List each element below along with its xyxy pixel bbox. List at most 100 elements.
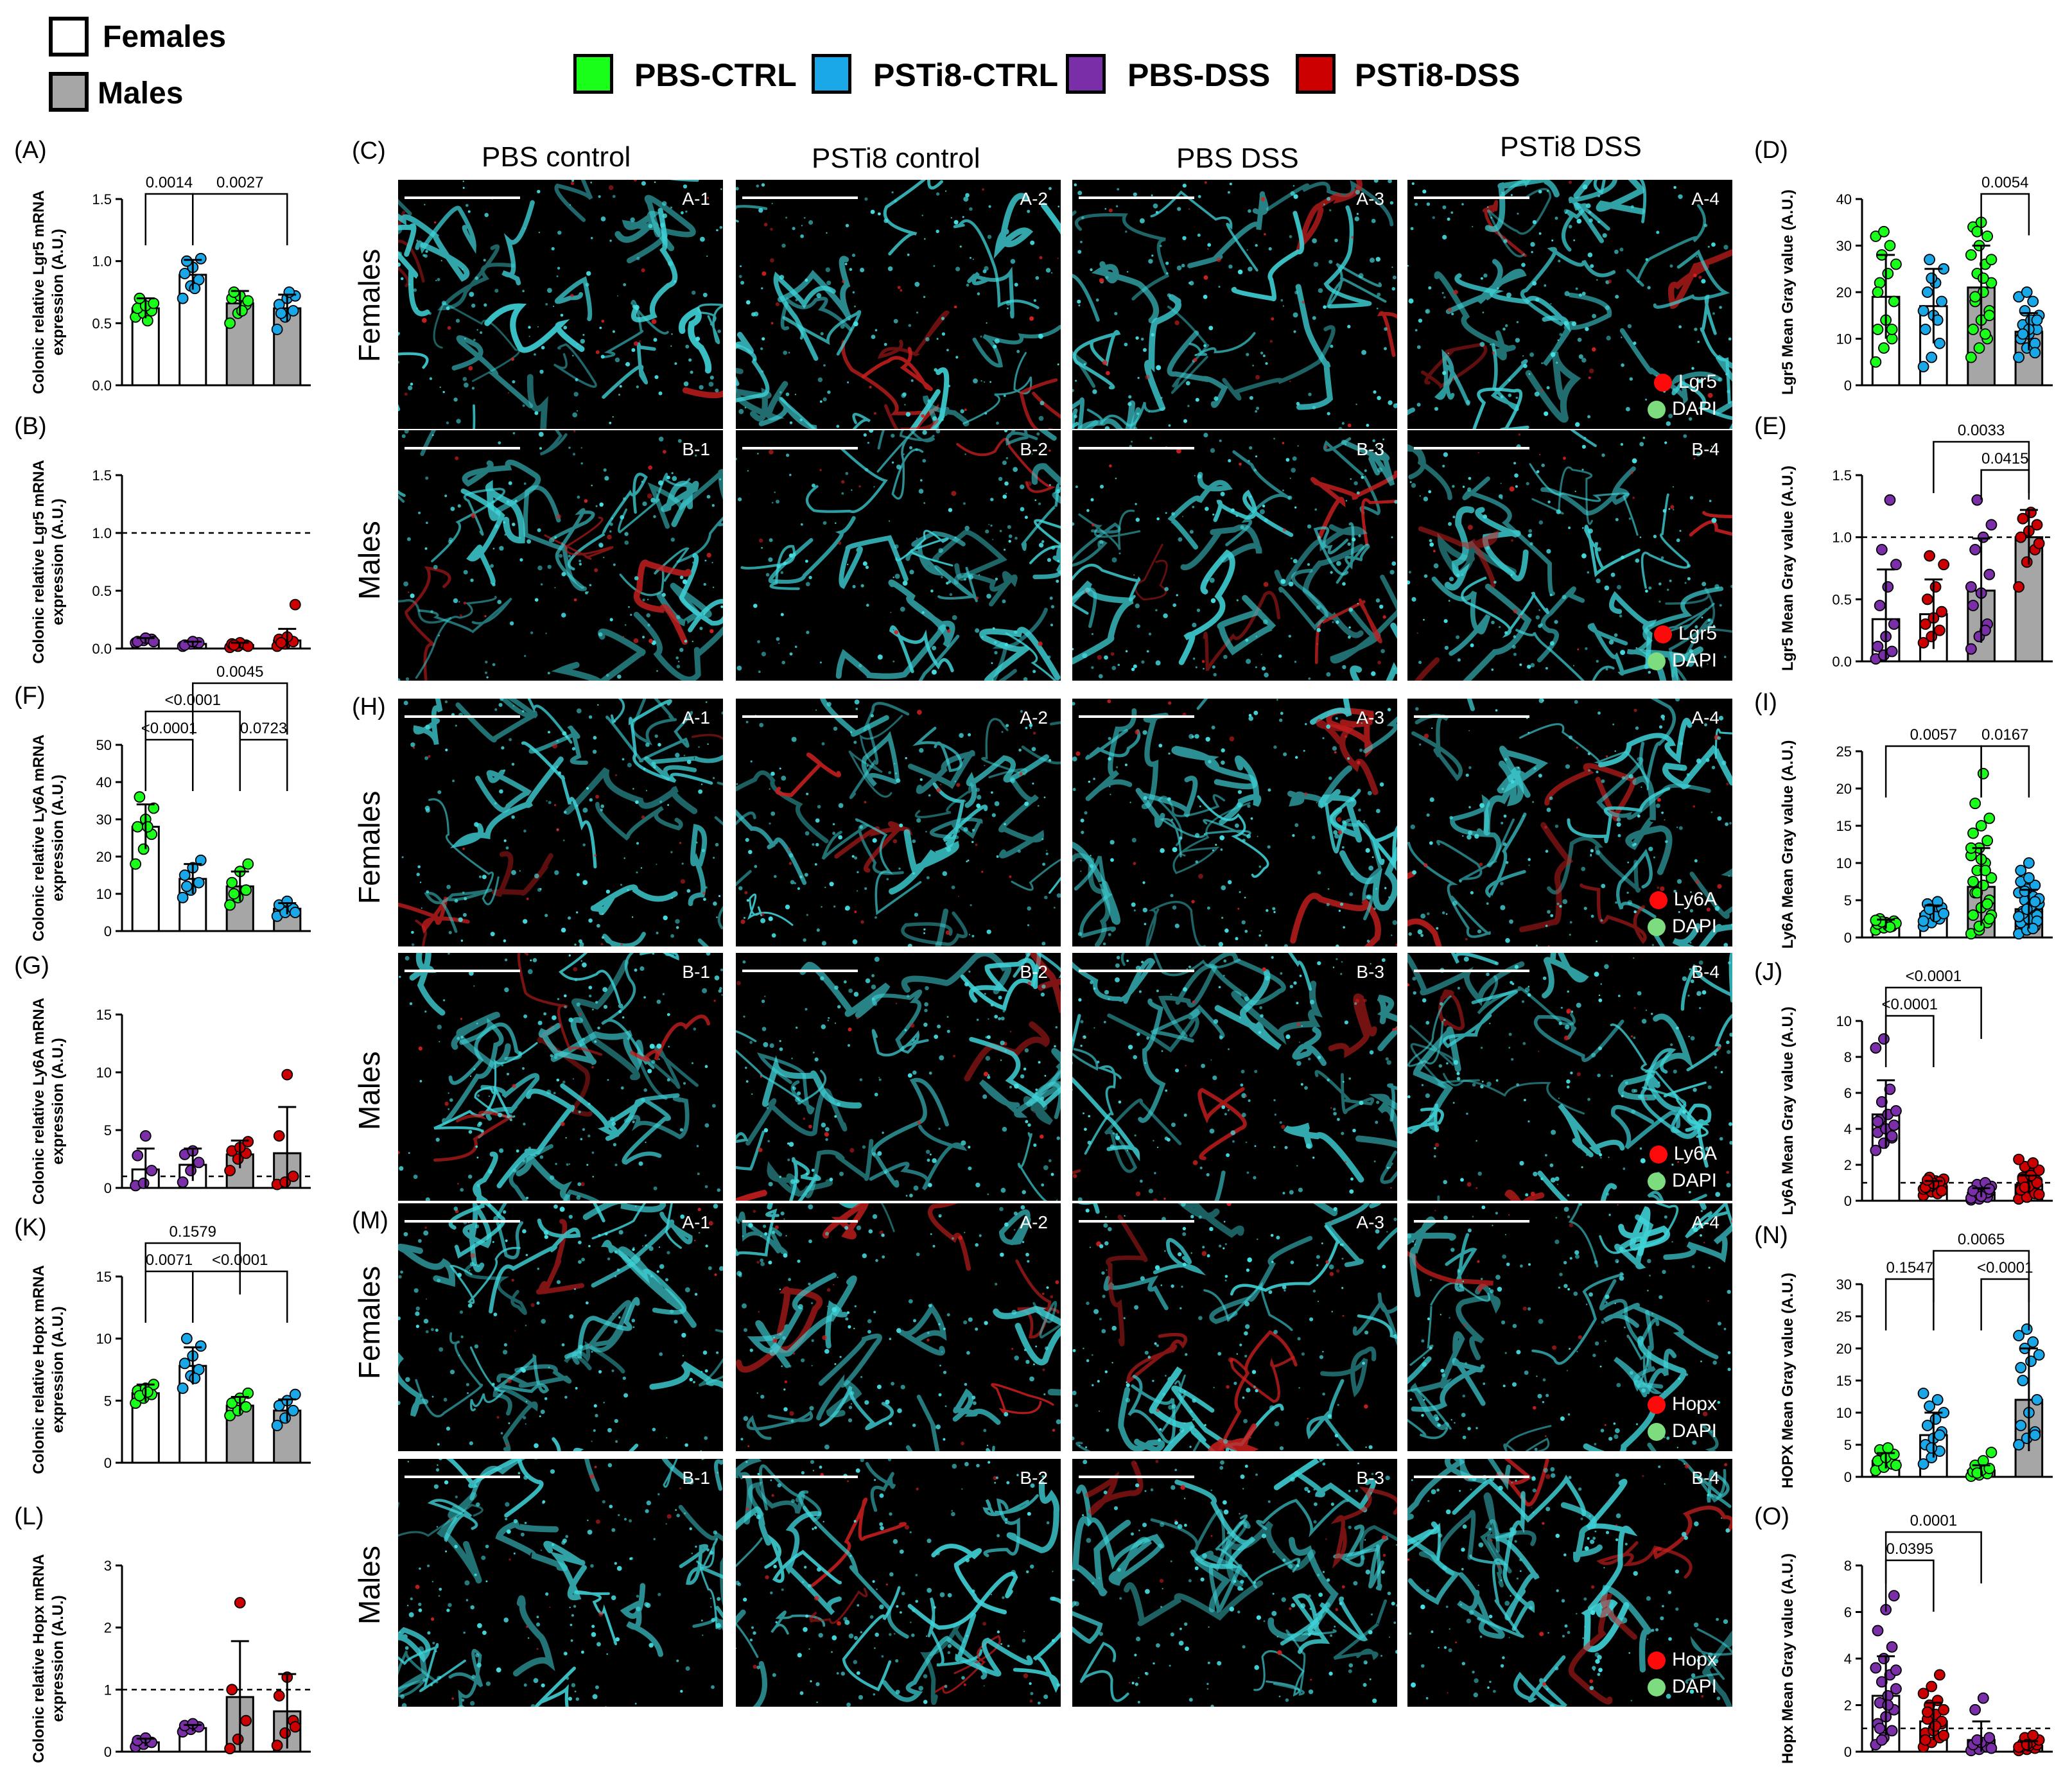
nucleus-dot (1314, 1502, 1318, 1506)
nucleus-dot (1005, 1522, 1007, 1524)
tissue-strand (602, 342, 656, 399)
nucleus-dot (1442, 370, 1447, 375)
legend-swatch-males (49, 72, 89, 112)
nucleus-dot (1554, 620, 1558, 624)
nucleus-dot (901, 1591, 905, 1596)
nucleus-dot (1664, 1483, 1666, 1485)
nucleus-dot (545, 632, 547, 634)
nucleus-dot (1190, 1215, 1194, 1219)
chart-tick-label: 0 (104, 1744, 112, 1760)
nucleus-dot (939, 1364, 941, 1366)
nucleus-dot (1341, 1131, 1345, 1135)
nucleus-dot (1207, 243, 1212, 247)
tissue-strand (1529, 463, 1639, 536)
nucleus-dot (586, 271, 591, 276)
nucleus-dot (1037, 805, 1040, 807)
dapi-dot-icon (1647, 652, 1666, 671)
tissue-strand (484, 303, 585, 353)
nucleus-dot (779, 1288, 781, 1291)
nucleus-dot (1462, 1280, 1465, 1282)
tissue-strand (1157, 794, 1226, 846)
nucleus-dot (959, 733, 964, 738)
nucleus-dot (1263, 1620, 1266, 1623)
nucleus-dot (425, 808, 430, 813)
nucleus-dot (1198, 1216, 1202, 1219)
nucleus-dot (689, 1377, 693, 1382)
nucleus-dot (1056, 893, 1061, 898)
nucleus-dot (1217, 1660, 1222, 1666)
nucleus-dot (923, 295, 926, 299)
nucleus-dot (403, 701, 408, 706)
nucleus-dot (1718, 377, 1723, 382)
nucleus-dot (1312, 316, 1316, 320)
chart-point (287, 1171, 299, 1182)
nucleus-dot (1700, 1234, 1702, 1237)
tissue-strand (1355, 1094, 1397, 1149)
nucleus-dot (1185, 1646, 1189, 1652)
tissue-strand (849, 702, 910, 799)
nucleus-dot (1491, 620, 1495, 625)
nucleus-dot (1006, 301, 1011, 306)
nucleus-dot (1229, 736, 1235, 742)
nucleus-dot (1045, 268, 1051, 273)
chart-ylabel: Colonic relative Ly6A mRNA expression (A.… (30, 998, 67, 1205)
nucleus-dot (1635, 1423, 1639, 1425)
tissue-strand (610, 699, 625, 724)
nucleus-dot (1449, 1628, 1450, 1630)
nucleus-dot (1244, 930, 1248, 933)
tissue-strand (1573, 180, 1646, 215)
nucleus-dot (964, 525, 970, 531)
nucleus-dot (1307, 524, 1312, 529)
nucleus-dot (1304, 1486, 1309, 1492)
nucleus-dot (763, 1042, 769, 1047)
tissue-strand (1310, 699, 1352, 725)
nucleus-dot (485, 1681, 491, 1686)
nucleus-dot (1197, 233, 1201, 237)
tissue-strand (785, 1511, 842, 1616)
nucleus-dot (1530, 663, 1535, 668)
nucleus-dot (927, 1338, 930, 1342)
nucleus-dot (527, 969, 533, 975)
nucleus-dot (1254, 1665, 1259, 1670)
tissue-strand (983, 1498, 1020, 1558)
nucleus-dot (1532, 281, 1537, 286)
tissue-strand (688, 824, 708, 907)
nucleus-dot (486, 676, 489, 679)
nucleus-dot (944, 1685, 948, 1688)
nucleus-dot (698, 789, 703, 794)
nucleus-dot (1693, 1622, 1699, 1628)
nucleus-dot (1027, 906, 1031, 911)
nucleus-dot (1236, 1353, 1238, 1355)
tissue-strand (758, 396, 817, 429)
nucleus-dot (1586, 1303, 1588, 1305)
nucleus-dot (623, 283, 627, 286)
nucleus-dot (780, 571, 783, 574)
nucleus-dot (577, 1182, 582, 1187)
nucleus-dot (1524, 987, 1530, 993)
nucleus-dot (1178, 537, 1183, 542)
nucleus-dot (1495, 1212, 1498, 1215)
nucleus-dot (511, 1278, 514, 1282)
tissue-strand (1533, 1015, 1624, 1062)
nucleus-dot (1597, 1673, 1601, 1677)
nucleus-dot (1707, 618, 1711, 622)
nucleus-dot (1347, 324, 1351, 329)
tissue-strand (405, 566, 451, 681)
nucleus-dot (1615, 1513, 1621, 1519)
nucleus-dot (818, 1633, 823, 1638)
nucleus-dot (666, 1437, 668, 1439)
chart-d: (D) Lgr5 Mean Gray value (A.U.) 0 10 20 30 40 0… (1740, 135, 2072, 405)
tissue-strand (469, 1459, 538, 1501)
nucleus-dot (1631, 1088, 1636, 1093)
nucleus-dot (1334, 1625, 1336, 1628)
nucleus-dot (576, 1195, 581, 1200)
nucleus-dot (711, 504, 715, 507)
nucleus-dot (580, 960, 582, 962)
tissue-strand (661, 480, 699, 527)
nucleus-dot (1361, 722, 1362, 724)
nucleus-dot (1478, 1542, 1484, 1547)
nucleus-dot (853, 740, 857, 744)
tissue-strand (582, 1203, 666, 1221)
nucleus-dot (496, 1667, 501, 1673)
tissue-strand (1560, 1502, 1603, 1563)
